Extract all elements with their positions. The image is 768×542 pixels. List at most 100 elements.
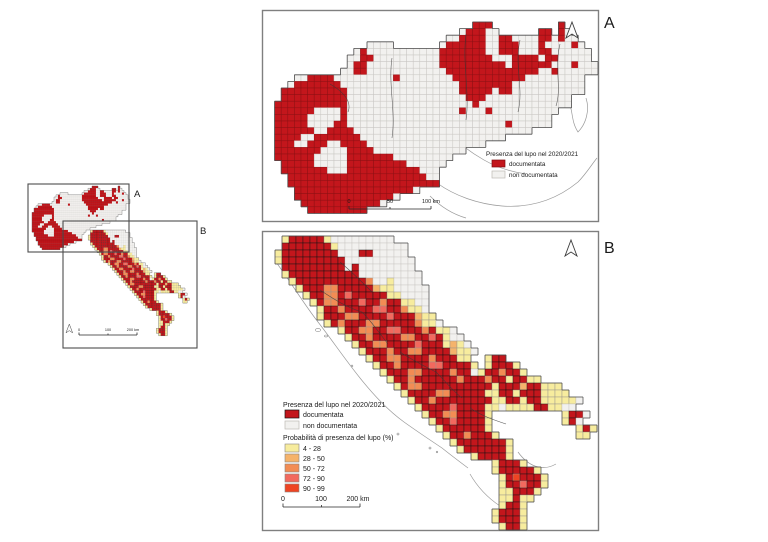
map-cell <box>99 237 102 241</box>
map-cell <box>43 229 47 233</box>
map-cell <box>63 203 67 206</box>
map-cell <box>344 235 353 244</box>
map-cell <box>55 199 59 202</box>
map-cell <box>379 41 388 49</box>
panel-b-legend: Presenza del lupo nel 2020/2021 document… <box>283 402 394 493</box>
map-cell <box>162 282 166 286</box>
map-cell <box>346 206 355 214</box>
map-cell <box>313 114 322 122</box>
map-cell <box>554 382 563 391</box>
map-cell <box>129 245 133 248</box>
map-cell <box>47 210 51 213</box>
map-cell <box>112 247 115 251</box>
map-cell <box>421 368 430 377</box>
map-cell <box>173 290 177 294</box>
map-cell <box>533 375 542 384</box>
map-cell <box>107 212 111 215</box>
map-cell <box>281 263 290 272</box>
map-cell <box>366 153 374 161</box>
map-cell <box>320 94 328 102</box>
map-cell <box>456 403 465 412</box>
map-cell <box>492 41 500 49</box>
map-cell <box>432 100 440 109</box>
map-cell <box>531 87 539 95</box>
map-cell <box>307 180 315 188</box>
map-cell <box>101 216 105 220</box>
map-cell <box>97 223 101 226</box>
map-cell <box>75 225 79 228</box>
map-cell <box>344 291 353 300</box>
map-cell <box>129 252 133 256</box>
map-cell <box>470 347 479 356</box>
map-cell <box>412 160 421 168</box>
map-cell <box>449 326 458 335</box>
map-cell <box>162 315 166 319</box>
map-cell <box>519 501 528 510</box>
map-cell <box>91 190 95 193</box>
map-cell <box>49 238 53 242</box>
map-cell <box>445 140 454 148</box>
map-cell <box>129 255 133 258</box>
map-cell <box>125 245 128 248</box>
map-cell <box>419 87 427 95</box>
map-cell <box>470 389 479 398</box>
map-cell <box>55 240 59 244</box>
map-cell <box>51 216 55 220</box>
map-cell <box>478 107 487 115</box>
map-cell <box>125 240 128 243</box>
map-cell <box>302 291 311 300</box>
map-cell <box>428 396 437 405</box>
map-cell <box>313 100 322 109</box>
map-cell <box>85 203 89 206</box>
map-cell <box>147 292 150 296</box>
map-cell <box>43 232 47 235</box>
map-cell <box>129 260 133 263</box>
map-cell <box>386 291 395 300</box>
map-cell <box>49 221 53 224</box>
map-cell <box>116 267 120 271</box>
map-cell <box>83 196 87 200</box>
map-cell <box>449 389 458 398</box>
legend-label-p50-72: 50 - 72 <box>303 466 325 473</box>
map-cell <box>90 240 93 243</box>
map-cell <box>79 223 83 226</box>
map-cell <box>564 100 572 109</box>
map-cell <box>491 375 500 384</box>
map-cell <box>96 245 100 248</box>
map-cell <box>55 203 59 206</box>
map-cell <box>158 325 161 329</box>
map-cell <box>101 252 104 256</box>
map-cell <box>69 229 73 233</box>
map-cell <box>525 120 533 128</box>
map-cell <box>472 61 480 69</box>
map-cell <box>320 133 328 142</box>
map-cell <box>75 201 79 204</box>
map-cell <box>123 262 126 266</box>
map-cell <box>121 257 124 261</box>
map-cell <box>69 216 73 220</box>
map-cell <box>132 250 135 253</box>
map-cell <box>505 438 514 447</box>
map-cell <box>118 234 122 238</box>
map-cell <box>340 87 348 95</box>
map-cell <box>154 272 157 276</box>
map-cell <box>309 284 318 293</box>
map-cell <box>330 270 339 279</box>
map-cell <box>551 100 559 109</box>
map-cell <box>419 94 427 102</box>
map-cell <box>327 199 335 208</box>
map-cell <box>407 361 416 370</box>
map-cell <box>412 107 421 115</box>
map-cell <box>65 234 69 237</box>
map-cell <box>55 234 59 237</box>
map-cell <box>426 87 434 95</box>
map-cell <box>307 206 315 214</box>
map-cell <box>109 190 113 193</box>
map-cell <box>307 114 315 122</box>
map-cell <box>81 203 85 206</box>
map-cell <box>110 260 113 263</box>
map-cell <box>99 247 102 251</box>
map-cell <box>47 221 51 224</box>
map-cell <box>103 210 107 213</box>
map-cell <box>95 199 99 202</box>
